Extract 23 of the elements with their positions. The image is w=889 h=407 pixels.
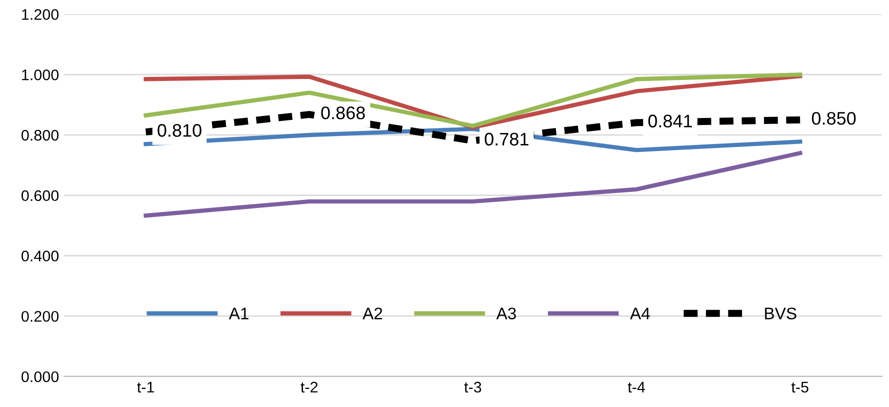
legend-label: A1 (228, 308, 248, 320)
data-label: 0.781 (484, 132, 528, 146)
x-tick-label: t-3 (464, 382, 482, 393)
y-tick-label: 0.400 (22, 250, 59, 262)
data-label: 0.810 (158, 124, 202, 137)
x-tick-label: t-1 (137, 382, 154, 393)
legend-label: BVS (765, 308, 796, 320)
x-tick-label: t-2 (300, 382, 318, 393)
y-tick-label: 1.200 (22, 9, 59, 20)
data-label: 0.850 (812, 112, 856, 125)
line-series (144, 151, 802, 218)
y-tick-label: 1.000 (22, 69, 59, 80)
x-tick-label: t-4 (628, 382, 645, 393)
y-tick-label: 0.200 (22, 310, 59, 322)
y-tick-label: 0.800 (22, 130, 59, 141)
legend-label: A4 (630, 308, 650, 320)
legend-label: A3 (496, 308, 516, 320)
legend-label: A2 (362, 308, 382, 320)
x-tick-label: t-5 (791, 382, 808, 393)
data-label: 0.868 (321, 106, 365, 120)
y-tick-label: 0.600 (22, 190, 59, 202)
y-tick-label: 0.000 (22, 371, 59, 382)
data-label: 0.841 (648, 114, 692, 128)
